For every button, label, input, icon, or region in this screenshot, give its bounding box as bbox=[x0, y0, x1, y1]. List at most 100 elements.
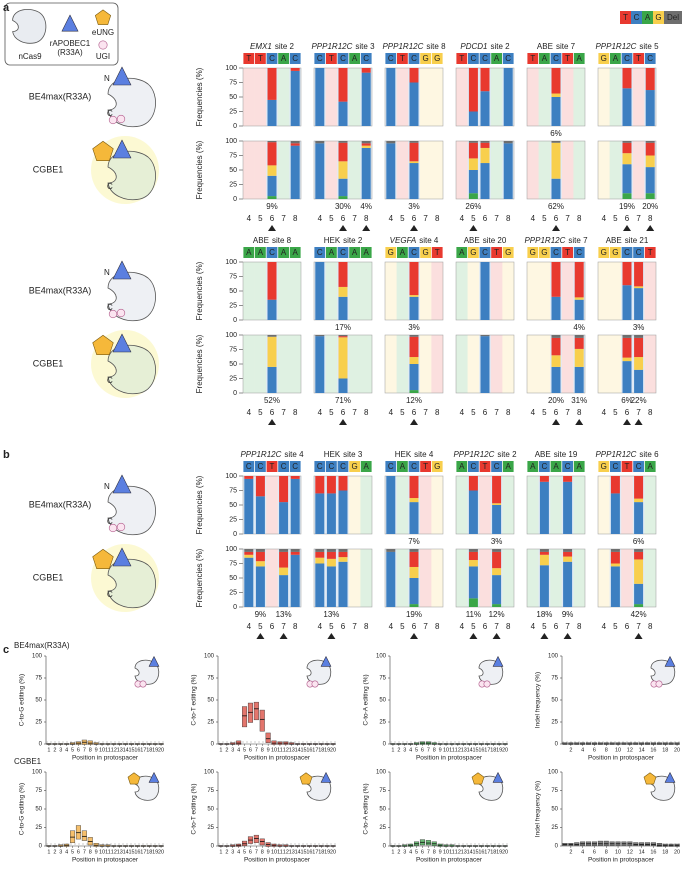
x-tick-label: 3 bbox=[59, 849, 62, 855]
y-tick-label: 0 bbox=[39, 742, 43, 748]
position-arrow bbox=[492, 633, 501, 639]
y-tick-label: 0 bbox=[233, 531, 237, 538]
x-tick-label: 16 bbox=[134, 747, 140, 753]
bar-segment bbox=[338, 549, 348, 552]
x-tick-label: 11 bbox=[105, 747, 111, 753]
seq-box bbox=[314, 247, 326, 258]
seq-letter: C bbox=[340, 462, 346, 471]
site-title: ABE site 20 bbox=[464, 236, 507, 245]
bar-segment bbox=[244, 476, 254, 479]
editor-label: BE4max(R33A) bbox=[29, 285, 92, 295]
bar-segment bbox=[290, 141, 300, 144]
seq-letter: G bbox=[470, 248, 476, 257]
percent-label: 19% bbox=[619, 202, 635, 211]
x-tick-label: 1 bbox=[47, 849, 50, 855]
bar-segment bbox=[315, 493, 325, 534]
bar-segment bbox=[338, 561, 348, 607]
x-tick-label: 20 bbox=[502, 849, 508, 855]
x-tick-label: 20 bbox=[674, 747, 680, 753]
bar-segment bbox=[503, 68, 513, 126]
box bbox=[633, 742, 639, 745]
x-tick-label: 5 bbox=[415, 849, 418, 855]
bar-segment bbox=[492, 568, 502, 576]
position-label: 6 bbox=[483, 214, 488, 223]
bar-segment bbox=[634, 498, 644, 503]
percent-label: 9% bbox=[255, 610, 267, 619]
y-tick-label: 50 bbox=[229, 94, 237, 101]
position-label: 4 bbox=[318, 214, 323, 223]
seq-box bbox=[337, 247, 349, 258]
box bbox=[70, 742, 76, 745]
position-shading bbox=[289, 335, 301, 393]
site-number: site 20 bbox=[483, 236, 507, 245]
position-shading bbox=[348, 141, 361, 199]
position-shading bbox=[479, 549, 491, 607]
position-shading bbox=[277, 141, 290, 199]
position-arrow bbox=[327, 633, 336, 639]
y-tick-label: 100 bbox=[225, 65, 237, 72]
percent-label: 19% bbox=[406, 610, 422, 619]
seq-letter: T bbox=[565, 248, 570, 257]
seq-letter: A bbox=[494, 54, 500, 63]
base-legend-label: Del bbox=[667, 13, 679, 22]
seq-box bbox=[255, 461, 266, 472]
x-axis-label: Position in protospacer bbox=[72, 755, 139, 762]
x-tick-label: 17 bbox=[140, 849, 146, 855]
position-shading bbox=[325, 262, 338, 320]
ugi-icon bbox=[655, 680, 663, 688]
deaminase-icon bbox=[320, 772, 332, 783]
x-tick-label: 16 bbox=[478, 849, 484, 855]
bar-segment bbox=[622, 285, 632, 320]
position-shading bbox=[360, 476, 372, 534]
x-tick-label: 11 bbox=[277, 849, 283, 855]
bar-segment bbox=[255, 476, 265, 497]
bar-segment bbox=[610, 563, 620, 567]
percent-label: 12% bbox=[489, 610, 505, 619]
seq-letter: A bbox=[352, 248, 358, 257]
position-label: 4 bbox=[460, 214, 465, 223]
seq-letter: T bbox=[246, 54, 251, 63]
eung-icon bbox=[471, 772, 485, 785]
bar-segment bbox=[634, 335, 644, 338]
x-tick-label: 16 bbox=[650, 747, 656, 753]
bar-segment bbox=[468, 566, 478, 599]
y-tick-label: 75 bbox=[35, 788, 42, 794]
x-tick-label: 3 bbox=[59, 747, 62, 753]
seq-box bbox=[360, 247, 372, 258]
cas9-icon bbox=[107, 77, 156, 128]
x-tick-label: 5 bbox=[243, 849, 246, 855]
site-title: PPP1R12C site 4 bbox=[240, 450, 304, 459]
position-label: 4 bbox=[247, 408, 252, 417]
x-tick-label: 6 bbox=[421, 849, 424, 855]
bar-segment bbox=[244, 557, 254, 607]
percent-label: 13% bbox=[276, 610, 292, 619]
position-shading bbox=[396, 549, 409, 607]
bar-segment bbox=[563, 561, 573, 607]
position-label: 8 bbox=[648, 214, 653, 223]
x-tick-label: 17 bbox=[312, 849, 318, 855]
position-label: 4 bbox=[460, 408, 465, 417]
bar-segment bbox=[386, 143, 396, 199]
bar-segment bbox=[338, 196, 348, 199]
x-tick-label: 8 bbox=[433, 747, 436, 753]
ugi-icon bbox=[116, 308, 126, 318]
base-legend-label: C bbox=[634, 13, 640, 22]
seq-letter: C bbox=[482, 248, 488, 257]
seq-letter: C bbox=[613, 462, 619, 471]
site-gene: ABE bbox=[606, 236, 622, 245]
x-tick-label: 11 bbox=[449, 747, 455, 753]
box bbox=[627, 742, 633, 745]
x-tick-label: 13 bbox=[461, 849, 467, 855]
bar-segment bbox=[279, 551, 289, 568]
bar-segment bbox=[326, 558, 336, 567]
bar-segment bbox=[267, 142, 277, 166]
bar-segment bbox=[267, 262, 277, 300]
bar-segment bbox=[315, 549, 325, 552]
position-arrow bbox=[268, 419, 276, 425]
bar-segment bbox=[634, 288, 644, 320]
site-gene: PPP1R12C bbox=[311, 42, 352, 51]
bar-segment bbox=[290, 476, 300, 479]
position-shading bbox=[609, 141, 622, 199]
x-tick-label: 11 bbox=[449, 849, 455, 855]
